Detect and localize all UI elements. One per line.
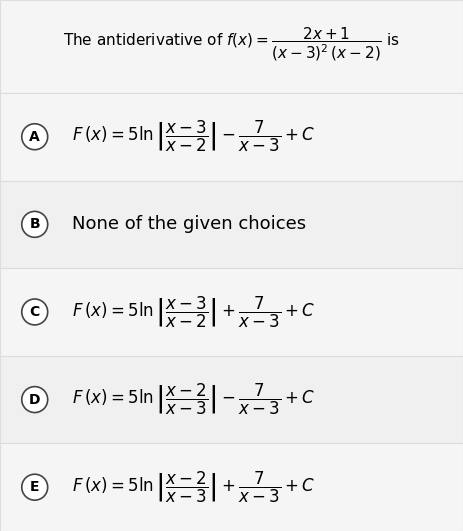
Text: C: C bbox=[30, 305, 40, 319]
Text: $F\,(x) = 5\ln\left|\dfrac{x-2}{x-3}\right| + \dfrac{7}{x-3} + C$: $F\,(x) = 5\ln\left|\dfrac{x-2}{x-3}\rig… bbox=[72, 469, 315, 505]
Ellipse shape bbox=[22, 211, 48, 237]
Text: B: B bbox=[30, 217, 40, 232]
FancyBboxPatch shape bbox=[0, 181, 463, 268]
FancyBboxPatch shape bbox=[0, 443, 463, 531]
Text: A: A bbox=[29, 130, 40, 144]
Ellipse shape bbox=[22, 474, 48, 500]
Text: E: E bbox=[30, 480, 39, 494]
Text: $F\,(x) = 5\ln\left|\dfrac{x-2}{x-3}\right| - \dfrac{7}{x-3} + C$: $F\,(x) = 5\ln\left|\dfrac{x-2}{x-3}\rig… bbox=[72, 382, 315, 417]
FancyBboxPatch shape bbox=[0, 93, 463, 181]
FancyBboxPatch shape bbox=[0, 356, 463, 443]
FancyBboxPatch shape bbox=[0, 268, 463, 356]
FancyBboxPatch shape bbox=[0, 0, 463, 93]
Text: The antiderivative of $f(x) = \dfrac{2x+1}{(x-3)^2\,(x-2)}$ is: The antiderivative of $f(x) = \dfrac{2x+… bbox=[63, 26, 400, 63]
Text: $F\,(x) = 5\ln\left|\dfrac{x-3}{x-2}\right| + \dfrac{7}{x-3} + C$: $F\,(x) = 5\ln\left|\dfrac{x-3}{x-2}\rig… bbox=[72, 294, 315, 330]
Text: $F\,(x) = 5\ln\left|\dfrac{x-3}{x-2}\right| - \dfrac{7}{x-3} + C$: $F\,(x) = 5\ln\left|\dfrac{x-3}{x-2}\rig… bbox=[72, 119, 315, 155]
Text: D: D bbox=[29, 392, 40, 407]
Ellipse shape bbox=[22, 387, 48, 413]
Text: None of the given choices: None of the given choices bbox=[72, 216, 306, 233]
Ellipse shape bbox=[22, 299, 48, 325]
Ellipse shape bbox=[22, 124, 48, 150]
